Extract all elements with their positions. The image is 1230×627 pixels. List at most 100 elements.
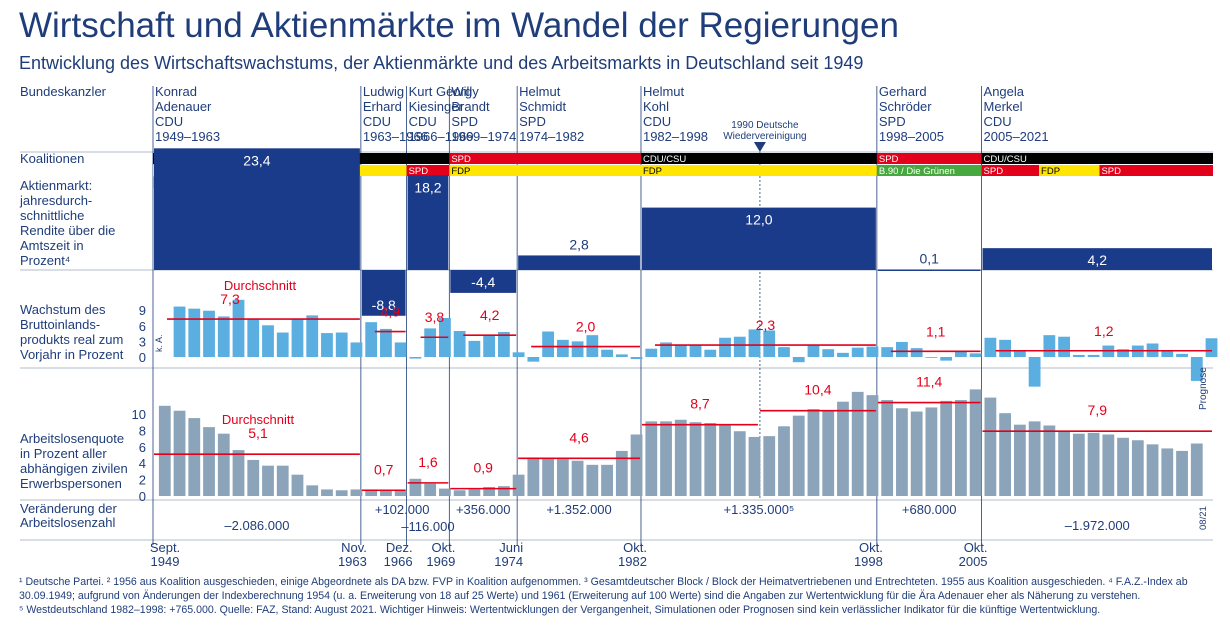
unemp-bar — [719, 424, 731, 496]
label-aktienmarkt: schnittliche — [20, 208, 84, 223]
gdp-average-value: 2,0 — [576, 319, 596, 335]
coalition-segment — [876, 153, 982, 164]
gdp-bar — [1072, 354, 1085, 357]
term-date-year: 1998 — [854, 554, 883, 569]
unemp-bar — [350, 489, 363, 496]
chancellor-label: CDU — [363, 114, 391, 129]
gdp-bar — [615, 354, 628, 357]
reunification-marker — [753, 142, 766, 152]
unemp-bar — [1161, 448, 1174, 496]
stock-return-value: 2,8 — [569, 236, 589, 252]
term-date-year: 1974 — [494, 554, 523, 569]
stock-return-value: 12,0 — [745, 212, 772, 228]
unemp-bar — [1013, 424, 1026, 496]
gdp-average-value: 3,8 — [425, 309, 445, 325]
stock-return-bar — [982, 248, 1212, 270]
stock-return-bar — [518, 255, 640, 270]
label-aktienmarkt: Aktienmarkt: — [20, 178, 92, 193]
chancellor-label: SPD — [879, 114, 906, 129]
unemp-bar — [483, 486, 496, 496]
term-date-month: Dez. — [386, 540, 413, 555]
gdp-average-value: 4,9 — [380, 304, 400, 320]
stock-return-bar — [407, 175, 449, 270]
coalition-segment — [1039, 165, 1100, 176]
unemp-bar — [704, 423, 717, 496]
stock-return-bar — [641, 207, 876, 270]
gdp-bar — [955, 350, 967, 357]
gdp-bar — [203, 310, 215, 357]
coalition-segment — [449, 165, 641, 176]
gdp-bar — [527, 357, 540, 362]
unemp-bar — [984, 397, 997, 496]
unemp-ytick: 6 — [139, 440, 146, 455]
unemp-average-value: 5,1 — [248, 425, 268, 441]
chancellor-label: Adenauer — [155, 99, 212, 114]
chancellor-label: Merkel — [984, 99, 1023, 114]
chancellor-label: 1974–1982 — [519, 129, 584, 144]
term-date-year: 1963 — [338, 554, 367, 569]
unemp-bar — [896, 408, 908, 496]
gdp-bar — [188, 308, 201, 357]
unemp-bar — [394, 490, 407, 496]
unemp-bar — [881, 400, 894, 496]
gdp-bar — [1058, 336, 1070, 357]
chancellor-label: CDU — [155, 114, 183, 129]
unemp-bar — [763, 436, 776, 496]
unemp-bar — [497, 486, 510, 496]
chancellor-label: Kohl — [643, 99, 669, 114]
gdp-average-value: 1,1 — [926, 323, 946, 339]
unemp-ytick: 4 — [139, 456, 146, 471]
gdp-average-value: 7,3 — [220, 291, 240, 307]
term-date-year: 2005 — [959, 554, 988, 569]
coalition-label: FDP — [643, 166, 662, 177]
unemp-bar — [1087, 432, 1100, 496]
unemp-bar — [306, 485, 319, 496]
gdp-bar — [335, 332, 348, 357]
gdp-bar — [468, 340, 481, 357]
term-date-month: Nov. — [341, 540, 367, 555]
chancellor-label: Gerhard — [879, 84, 927, 99]
gdp-bar — [822, 349, 835, 357]
term-date-month: Sept. — [150, 540, 180, 555]
stock-return-bar — [450, 270, 517, 293]
unemp-bar — [291, 474, 304, 496]
coalition-label: B.90 / Die Grünen — [879, 166, 955, 177]
stock-return-bar — [877, 269, 981, 271]
gdp-bar — [866, 346, 879, 357]
unemp-bar — [807, 409, 820, 496]
coalition-segment — [981, 153, 1213, 164]
unemp-ytick: 8 — [139, 423, 146, 438]
coalition-segment — [406, 165, 450, 176]
unemp-average-value: 7,9 — [1088, 402, 1108, 418]
term-date-year: 1949 — [151, 554, 180, 569]
footnote-2: ⁵ Westdeutschland 1982–1998: +765.000. Q… — [19, 604, 1101, 616]
label-aktienmarkt: Rendite über die — [20, 223, 115, 238]
gdp-bar — [1190, 357, 1203, 381]
stock-return-value: 0,1 — [919, 250, 939, 266]
gdp-bar — [380, 328, 392, 357]
gdp-bar — [571, 341, 584, 357]
coalition-segment — [876, 165, 982, 176]
chancellor-label: CDU — [643, 114, 671, 129]
gdp-bar — [910, 348, 923, 357]
unemp-bar — [999, 413, 1012, 496]
unemp-change-value: –1.972.000 — [1065, 518, 1130, 533]
coalition-segment — [1099, 165, 1213, 176]
label-veraenderung: Veränderung der — [20, 501, 118, 516]
label-aktienmarkt: Amtszeit in — [20, 238, 84, 253]
gdp-bar — [630, 357, 643, 360]
unemp-bar — [645, 421, 658, 496]
coalition-label: SPD — [984, 166, 1004, 177]
unemp-bar — [1117, 437, 1129, 496]
chancellor-label: 1949–1963 — [155, 129, 220, 144]
gdp-bar — [483, 334, 496, 357]
unemp-bar — [1072, 433, 1085, 496]
label-arbeitslosenquote: Erwerbspersonen — [20, 476, 122, 491]
chancellor-label: SPD — [519, 114, 546, 129]
chancellor-label: 1982–1998 — [643, 129, 708, 144]
unemp-bar — [630, 434, 643, 496]
unemp-bar — [1102, 434, 1115, 496]
chancellor-label: CDU — [984, 114, 1012, 129]
label-arbeitslosenquote: in Prozent aller — [20, 446, 107, 461]
